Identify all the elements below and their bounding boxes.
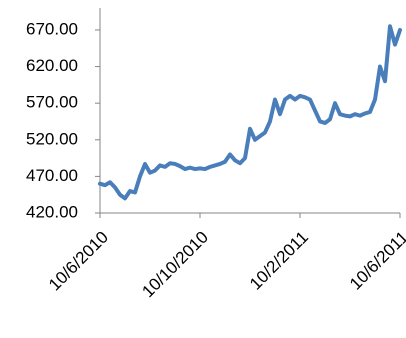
x-tick-label: 10/10/2010 — [138, 228, 212, 302]
line-series — [98, 24, 402, 201]
x-tick-label: 10/2/2011 — [246, 228, 312, 294]
y-tick-label: 670.00 — [26, 19, 78, 38]
x-tick-label: 10/6/2011 — [346, 228, 406, 294]
y-tick-label: 520.00 — [26, 129, 78, 148]
x-tick-label: 10/6/2010 — [45, 228, 112, 295]
y-tick-label: 620.00 — [26, 56, 78, 75]
y-tick-label: 570.00 — [26, 93, 78, 112]
y-tick-label: 470.00 — [26, 166, 78, 185]
y-tick-label: 420.00 — [26, 202, 78, 221]
